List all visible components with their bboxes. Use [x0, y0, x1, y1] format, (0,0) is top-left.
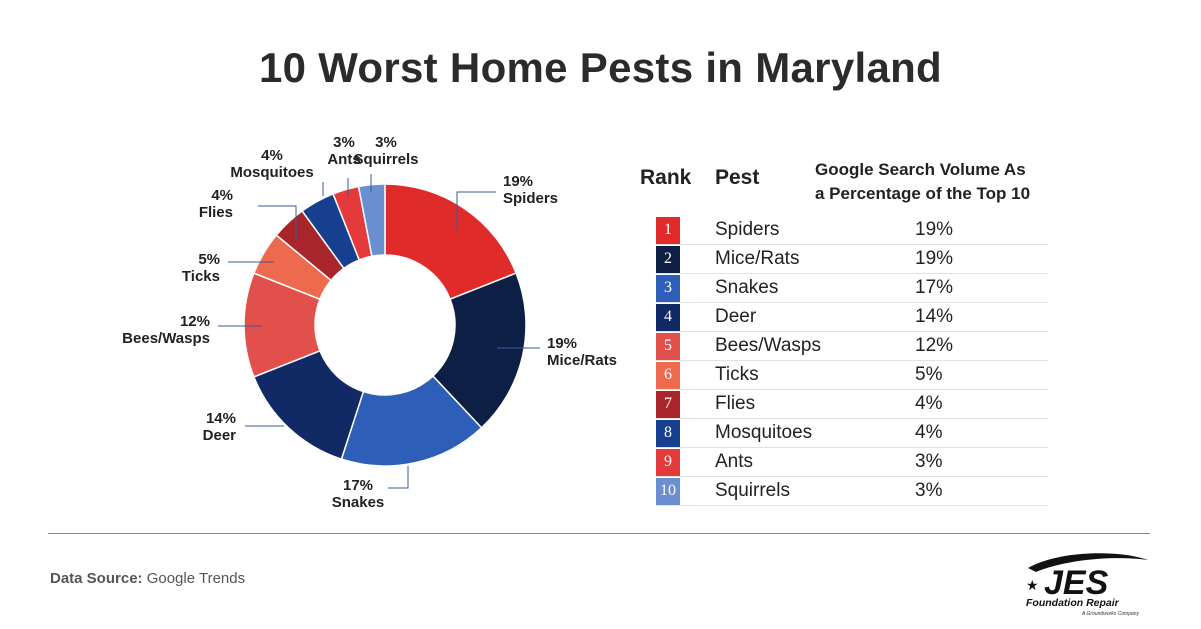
pest-name: Bees/Wasps: [715, 335, 821, 356]
logo-tagline: A Groundworks Company: [1081, 611, 1140, 617]
pest-percentage: 12%: [915, 335, 954, 356]
logo-swoosh: [1028, 553, 1148, 572]
slice-percent-label: 3%: [333, 134, 355, 151]
header-volume: Google Search Volume As a Percentage of …: [815, 158, 1065, 206]
slice-category-label: Mosquitoes: [230, 164, 313, 181]
logo-wordmark: JES: [1044, 564, 1109, 602]
table-row: 4 Deer 14%: [656, 303, 1048, 332]
slice-category-label: Bees/Wasps: [122, 330, 210, 347]
table-row: 9 Ants 3%: [656, 448, 1048, 477]
slice-category-label: Deer: [203, 427, 237, 444]
data-source: Data Source: Google Trends: [50, 570, 245, 587]
leader-line: [388, 466, 409, 489]
slice-category-label: Flies: [199, 204, 233, 221]
slice-percent-label: 19%: [547, 335, 577, 352]
slice-category-label: Mice/Rats: [547, 352, 617, 369]
donut-slice-mice-rats: [431, 272, 527, 429]
header-volume-line2: a Percentage of the Top 10: [815, 184, 1031, 203]
pest-name: Squirrels: [715, 480, 790, 501]
rank-badge: 3: [656, 274, 680, 302]
footer-divider: [48, 533, 1150, 534]
pest-name: Snakes: [715, 277, 779, 298]
slice-percent-label: 12%: [180, 313, 210, 330]
table-row: 8 Mosquitoes 4%: [656, 419, 1048, 448]
leader-line: [456, 191, 496, 232]
pest-percentage: 17%: [915, 277, 954, 298]
pest-name: Deer: [715, 306, 757, 327]
rank-badge: 2: [656, 245, 680, 273]
chart-title: 10 Worst Home Pests in Maryland: [258, 44, 943, 91]
table-row: 1 Spiders 19%: [656, 216, 1048, 245]
pest-name: Flies: [715, 393, 756, 414]
slice-category-label: Spiders: [503, 190, 558, 207]
pest-percentage: 19%: [915, 219, 954, 240]
donut-slice-snakes: [340, 374, 483, 467]
slice-percent-label: 4%: [261, 147, 283, 164]
pest-percentage: 19%: [915, 248, 954, 269]
donut-slice-squirrels: [357, 183, 386, 258]
header-volume-line1: Google Search Volume As: [815, 160, 1026, 179]
pest-percentage: 14%: [915, 306, 954, 327]
table-row: 5 Bees/Wasps 12%: [656, 332, 1048, 361]
rank-badge: 1: [656, 216, 680, 244]
header-pest: Pest: [715, 166, 760, 189]
slice-category-label: Squirrels: [353, 151, 418, 168]
pest-name: Spiders: [715, 219, 780, 240]
rank-badge: 10: [656, 477, 680, 505]
pest-name: Mice/Rats: [715, 248, 800, 269]
slice-category-label: Ants: [327, 151, 360, 168]
pest-percentage: 3%: [915, 451, 943, 472]
slice-percent-label: 14%: [206, 410, 236, 427]
pest-percentage: 3%: [915, 480, 943, 501]
pest-name: Ants: [715, 451, 754, 472]
pest-name: Ticks: [715, 364, 759, 385]
leader-line: [258, 205, 297, 240]
logo-subtitle: Foundation Repair: [1026, 597, 1120, 609]
table-row: 7 Flies 4%: [656, 390, 1048, 419]
jes-logo: ★ JES Foundation Repair A Groundworks Co…: [1026, 553, 1148, 617]
rank-badge: 5: [656, 332, 680, 360]
pest-percentage: 4%: [915, 393, 943, 414]
pest-percentage: 4%: [915, 422, 943, 443]
table-body: 1 Spiders 19% 2 Mice/Rats 19% 3 Snakes 17% 4 Deer 1…: [656, 216, 1048, 506]
logo-star: ★: [1026, 578, 1039, 594]
table-row: 10 Squirrels 3%: [656, 477, 1048, 506]
donut-slice-spiders: [384, 183, 518, 301]
rank-badge: 4: [656, 303, 680, 331]
header-rank: Rank: [640, 166, 692, 189]
slice-percent-label: 5%: [198, 251, 220, 268]
slice-percent-label: 19%: [503, 173, 533, 190]
donut-chart: 19%Spiders19%Mice/Rats17%Snakes14%Deer12…: [122, 134, 617, 511]
pest-name: Mosquitoes: [715, 422, 813, 443]
data-source-label: Data Source:: [50, 570, 143, 587]
data-source-value: Google Trends: [146, 570, 246, 587]
table-row: 6 Ticks 5%: [656, 361, 1048, 390]
rank-badge: 8: [656, 419, 680, 447]
slice-percent-label: 4%: [211, 187, 233, 204]
slice-percent-label: 3%: [375, 134, 397, 151]
table-row: 3 Snakes 17%: [656, 274, 1048, 303]
table-row: 2 Mice/Rats 19%: [656, 245, 1048, 274]
pest-percentage: 5%: [915, 364, 943, 385]
slice-category-label: Snakes: [332, 494, 385, 511]
slice-percent-label: 17%: [343, 477, 373, 494]
rank-badge: 6: [656, 361, 680, 389]
rank-badge: 7: [656, 390, 680, 418]
rank-badge: 9: [656, 448, 680, 476]
slice-category-label: Ticks: [182, 268, 220, 285]
